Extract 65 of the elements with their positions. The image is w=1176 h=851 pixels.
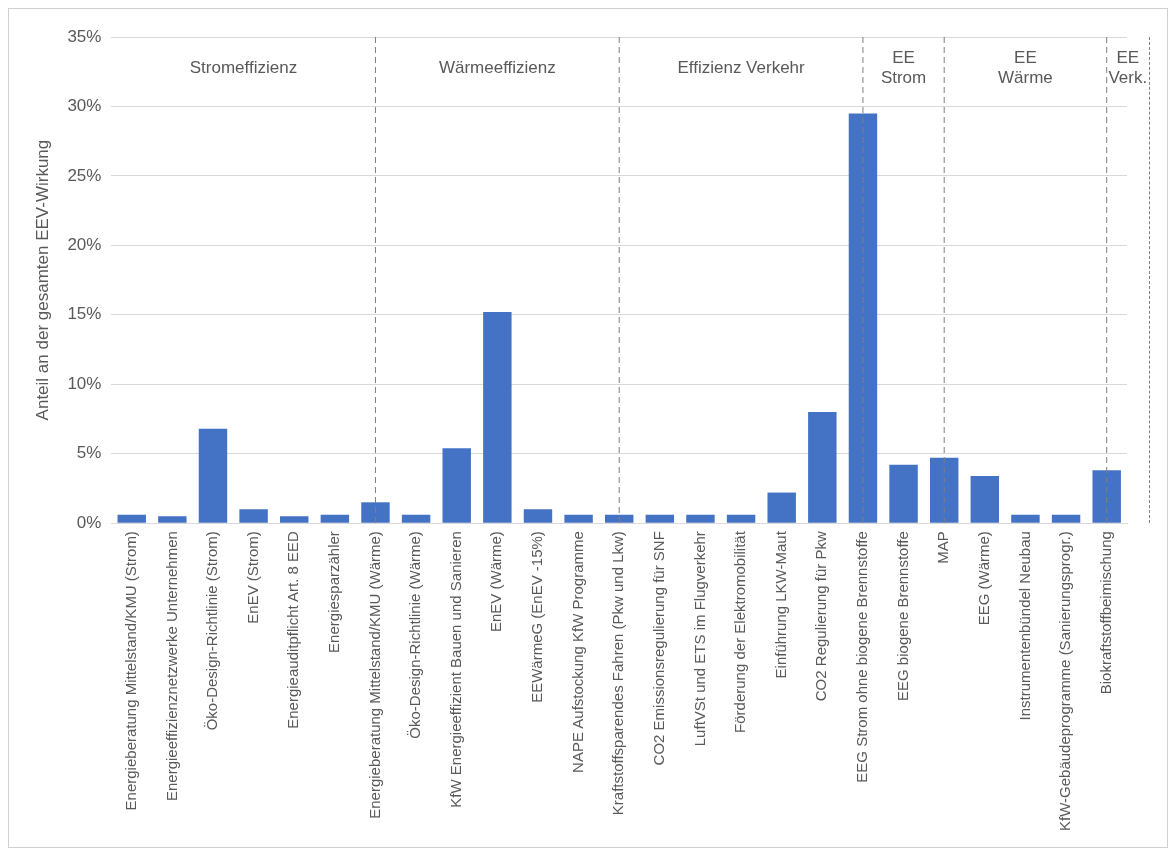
y-tick-label: 5% [76, 443, 102, 463]
x-tick-label: MAP [934, 531, 952, 564]
bar [808, 412, 837, 523]
bar [645, 514, 675, 523]
y-tick-label: 35% [67, 26, 102, 46]
x-tick-label: Öko-Design-Richtlinie (Strom) [203, 531, 221, 731]
bar [1051, 514, 1081, 523]
bar [889, 464, 918, 523]
x-tick-label: Öko-Design-Richtlinie (Wärme) [406, 531, 424, 739]
bar [929, 457, 959, 523]
bar [523, 509, 553, 523]
y-tick-label: 0% [76, 512, 102, 532]
bar [361, 502, 390, 523]
bar [280, 516, 309, 523]
x-tick-label: NAPE Aufstockung KfW Programme [568, 531, 586, 773]
y-tick-label: 25% [67, 165, 102, 185]
bar [1011, 514, 1040, 523]
x-tick-label: EnEV (Strom) [243, 531, 261, 624]
x-tick-label: Energieberatung Mittelstand/KMU (Wärme) [365, 531, 383, 819]
bar [239, 509, 268, 523]
y-tick-label: 10% [67, 373, 102, 393]
x-tick-label: KfW-Gebäudeprogramme (Sanierungsprogr.) [1056, 531, 1074, 832]
x-tick-label: Biokraftstoffbeimischung [1096, 531, 1114, 695]
bar [970, 475, 1000, 523]
bar [1092, 470, 1121, 523]
annotation: Effizienz Verkehr [677, 57, 806, 77]
bar [483, 312, 512, 523]
x-tick-label: Energieeffizienznetzwerke Unternehmen [162, 531, 180, 802]
x-tick-label: Energieauditpflicht Art. 8 EED [284, 530, 302, 729]
bar [198, 428, 228, 523]
annotation: Wärmeeffizienz [438, 57, 556, 77]
y-tick-label: 15% [67, 304, 102, 324]
bar [726, 514, 756, 523]
bar [848, 113, 878, 523]
x-tick-label: Förderung der Elektromobilität [731, 530, 749, 733]
y-axis-title: Anteil an der gesamten EEV-Wirkung [32, 139, 52, 421]
x-tick-label: Energiesparzähler [324, 531, 342, 653]
x-tick-label: KfW Energieeffizient Bauen und Sanieren [446, 531, 464, 808]
annotation: EE Verk. [1108, 47, 1148, 87]
x-tick-label: EEWärmeG (EnEV -15%) [528, 531, 546, 703]
x-tick-label: EEG Strom ohne biogene Brennstoffe [853, 531, 871, 783]
y-tick-label: 30% [67, 96, 102, 116]
bar [401, 514, 431, 523]
annotation: Stromeffizienz [189, 57, 298, 77]
bar [117, 514, 146, 523]
x-tick-label: CO2 Regulierung für Pkw [812, 530, 830, 702]
x-tick-label: EEG biogene Brennstoffe [893, 531, 911, 701]
annotation: EE Wärme [998, 47, 1053, 87]
x-tick-label: LuftVSt und ETS im Flugverkehr [690, 531, 708, 747]
y-tick-label: 20% [67, 235, 102, 255]
bar [604, 514, 634, 523]
annotation: EE Strom [880, 47, 927, 87]
bar [442, 448, 471, 523]
bar [158, 516, 187, 523]
x-tick-label: Instrumentenbündel Neubau [1015, 531, 1033, 721]
bar [320, 514, 350, 523]
x-tick-label: Einführung LKW-Maut [771, 530, 789, 679]
bar [686, 514, 715, 523]
bar [564, 514, 593, 523]
x-tick-label: Kraftstoffsparendes Fahren (Pkw und Lkw) [609, 531, 627, 816]
x-tick-label: Energieberatung Mittelstand/KMU (Strom) [121, 531, 139, 811]
x-tick-label: EEG (Wärme) [974, 531, 992, 626]
x-tick-label: EnEV (Wärme) [487, 531, 505, 632]
bar [767, 492, 796, 523]
x-tick-label: CO2 Emissionsregulierung für SNF [649, 531, 667, 766]
